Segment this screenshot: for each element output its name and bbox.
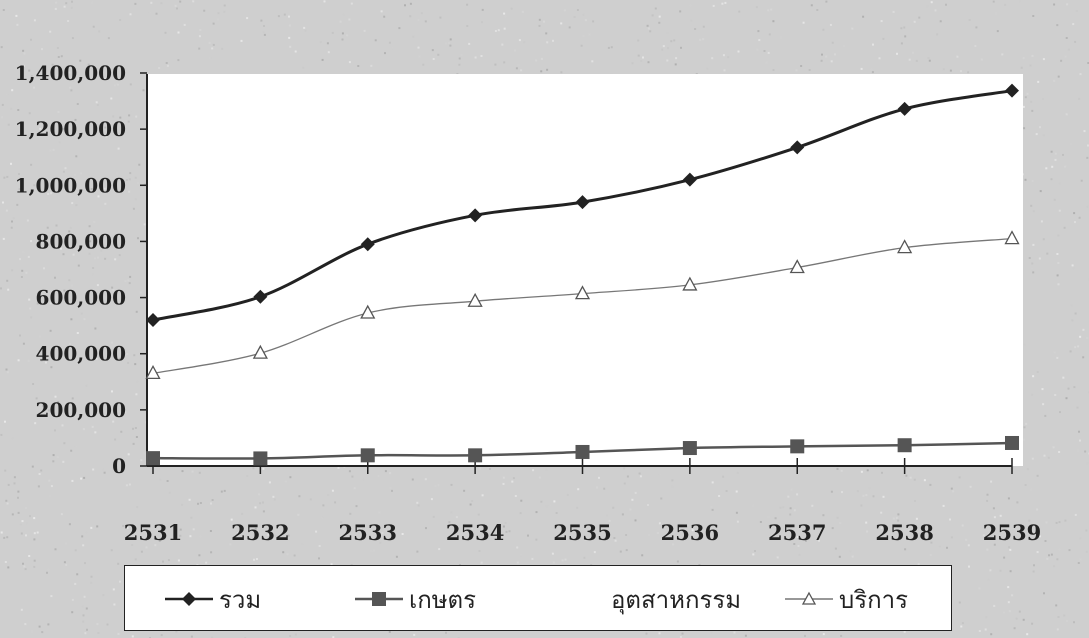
legend-square-marker-icon xyxy=(355,592,403,606)
y-tick-label: 1,200,000 xyxy=(15,117,126,141)
data-point xyxy=(468,448,483,463)
data-point xyxy=(468,208,483,223)
data-point xyxy=(575,444,590,459)
x-tick-label: 2535 xyxy=(553,520,611,545)
x-tick-label: 2539 xyxy=(983,520,1041,545)
data-point xyxy=(790,140,805,155)
x-tick-label: 2533 xyxy=(339,520,397,545)
y-tick-label: 0 xyxy=(112,454,126,478)
data-point xyxy=(467,292,483,307)
x-tick-label: 2531 xyxy=(124,520,182,545)
legend-label-industry: อุตสาหกรรม xyxy=(611,585,742,614)
y-tick-label: 800,000 xyxy=(36,229,126,253)
data-point xyxy=(145,364,161,380)
legend-item-agriculture: เกษตร xyxy=(353,566,476,632)
legend-triangle-marker-icon xyxy=(785,591,833,605)
data-point xyxy=(360,237,375,252)
y-tick-label: 1,400,000 xyxy=(15,61,126,85)
data-point xyxy=(789,259,805,274)
x-tick-label: 2537 xyxy=(768,520,826,545)
data-point xyxy=(252,344,268,359)
legend-item-services: บริการ xyxy=(783,566,908,632)
data-point xyxy=(575,195,590,210)
x-tick-label: 2534 xyxy=(446,520,504,545)
y-axis: 0 200,000 400,000 600,000 800,000 1,000,000 1,… xyxy=(15,61,148,478)
data-point xyxy=(1005,83,1019,98)
data-point xyxy=(682,172,697,187)
data-point xyxy=(253,451,268,466)
y-tick-label: 600,000 xyxy=(36,286,126,310)
series-layer xyxy=(145,83,1020,466)
data-point xyxy=(1005,435,1019,450)
y-tick-label: 1,000,000 xyxy=(15,173,126,197)
plot-area xyxy=(147,74,1023,466)
data-point xyxy=(360,304,376,319)
legend-label-agriculture: เกษตร xyxy=(409,585,477,614)
legend-label-services: บริการ xyxy=(839,585,909,614)
data-point xyxy=(574,285,591,300)
legend-diamond-marker-icon xyxy=(165,592,213,606)
x-tick-label: 2532 xyxy=(231,520,289,545)
data-point xyxy=(897,239,913,254)
data-point xyxy=(253,289,268,304)
legend-item-industry: อุตสาหกรรม xyxy=(555,566,741,632)
x-tick-label: 2536 xyxy=(661,520,719,545)
data-point xyxy=(682,441,697,456)
data-point xyxy=(146,451,160,466)
data-point xyxy=(146,313,160,328)
y-tick-label: 400,000 xyxy=(36,342,126,366)
legend-label-total: รวม xyxy=(219,585,262,614)
data-point xyxy=(897,438,912,453)
legend-item-total: รวม xyxy=(163,566,261,632)
data-point xyxy=(897,101,912,116)
data-point xyxy=(682,276,698,291)
y-tick-label: 200,000 xyxy=(36,398,126,422)
data-point xyxy=(1004,230,1020,245)
legend: รวม เกษตร อุตสาหกรรม บริการ xyxy=(124,565,952,631)
data-point xyxy=(360,448,375,463)
x-tick-label: 2538 xyxy=(875,520,933,545)
x-axis: 2531 2532 2533 2534 2535 2536 2537 2538 2539 xyxy=(124,458,1041,545)
data-point xyxy=(790,439,805,454)
legend-blank-marker-icon xyxy=(557,598,605,600)
